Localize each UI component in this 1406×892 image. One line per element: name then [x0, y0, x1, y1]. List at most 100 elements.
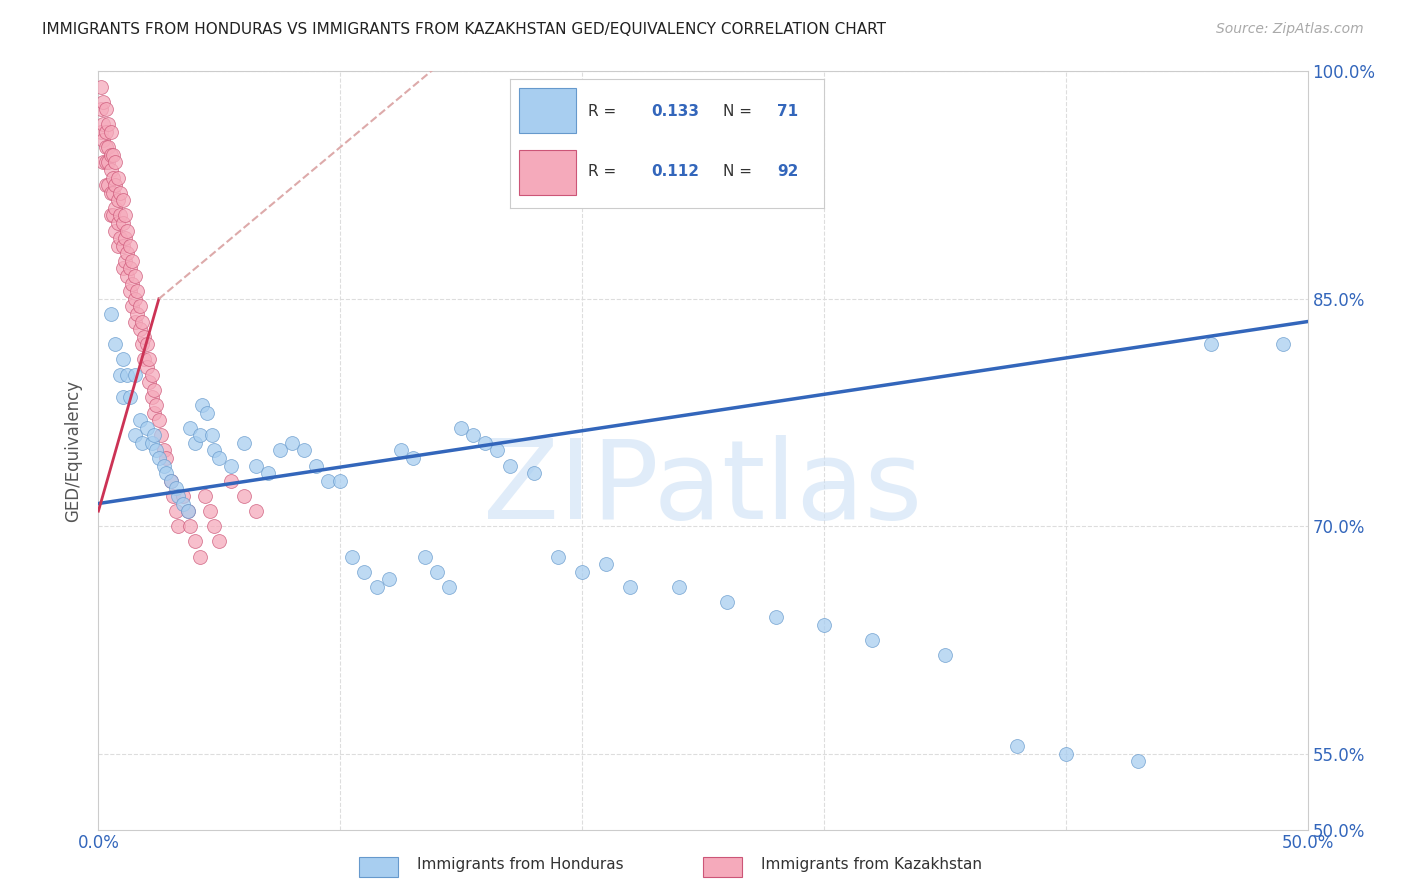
Point	[232, 489, 254, 503]
Point	[208, 451, 231, 466]
Point	[100, 307, 122, 321]
Point	[143, 428, 166, 442]
Point	[177, 504, 200, 518]
Point	[413, 549, 436, 564]
Text: IMMIGRANTS FROM HONDURAS VS IMMIGRANTS FROM KAZAKHSTAN GED/EQUIVALENCY CORRELATI: IMMIGRANTS FROM HONDURAS VS IMMIGRANTS F…	[42, 22, 886, 37]
Point	[498, 458, 520, 473]
Point	[426, 565, 449, 579]
Point	[208, 534, 231, 549]
Point	[127, 284, 149, 298]
Point	[128, 300, 150, 314]
Text: Source: ZipAtlas.com: Source: ZipAtlas.com	[1216, 22, 1364, 37]
Point	[204, 443, 226, 458]
Point	[232, 436, 254, 450]
Point	[177, 504, 200, 518]
Point	[94, 178, 117, 193]
Point	[765, 610, 787, 624]
Point	[377, 573, 399, 587]
Point	[108, 231, 131, 245]
Point	[117, 368, 139, 382]
Point	[329, 474, 352, 488]
Point	[90, 125, 112, 139]
Point	[107, 238, 129, 253]
Point	[104, 201, 127, 215]
Point	[179, 421, 201, 435]
Point	[366, 580, 388, 594]
Point	[141, 436, 163, 450]
Point	[194, 489, 217, 503]
Point	[118, 284, 141, 298]
Point	[118, 391, 141, 405]
Point	[94, 140, 117, 154]
Point	[100, 163, 122, 178]
Point	[165, 504, 187, 518]
Point	[450, 421, 472, 435]
Point	[934, 648, 956, 663]
Point	[134, 352, 156, 367]
Point	[124, 315, 146, 329]
Point	[111, 216, 134, 230]
Point	[1199, 337, 1222, 351]
Point	[104, 178, 127, 193]
Point	[100, 209, 122, 223]
Point	[152, 443, 174, 458]
Point	[134, 330, 156, 344]
Point	[221, 458, 243, 473]
Point	[128, 322, 150, 336]
Point	[1007, 739, 1029, 753]
Point	[111, 352, 134, 367]
Point	[1054, 747, 1077, 761]
Point	[547, 549, 569, 564]
Point	[127, 307, 149, 321]
Point	[91, 95, 114, 109]
Point	[131, 337, 153, 351]
Point	[150, 428, 173, 442]
Point	[281, 436, 304, 450]
Point	[104, 337, 127, 351]
Point	[108, 186, 131, 200]
Point	[595, 557, 617, 571]
Point	[101, 170, 124, 185]
Point	[101, 209, 124, 223]
Point	[292, 443, 315, 458]
Point	[91, 155, 114, 169]
Point	[571, 565, 593, 579]
Point	[155, 451, 177, 466]
Point	[111, 238, 134, 253]
Text: Immigrants from Honduras: Immigrants from Honduras	[418, 857, 623, 872]
Point	[121, 277, 143, 291]
Point	[117, 223, 139, 237]
Point	[179, 519, 201, 533]
Point	[198, 504, 221, 518]
Point	[91, 133, 114, 147]
Point	[145, 398, 167, 412]
Point	[107, 170, 129, 185]
Point	[245, 458, 267, 473]
Point	[165, 482, 187, 496]
Point	[124, 428, 146, 442]
Point	[141, 391, 163, 405]
Point	[191, 398, 214, 412]
Point	[90, 103, 112, 117]
Point	[316, 474, 339, 488]
Point	[108, 368, 131, 382]
Point	[204, 519, 226, 533]
Text: Immigrants from Kazakhstan: Immigrants from Kazakhstan	[761, 857, 983, 872]
Point	[107, 216, 129, 230]
Point	[342, 549, 364, 564]
Point	[121, 253, 143, 268]
Point	[135, 421, 157, 435]
Point	[104, 155, 127, 169]
Point	[716, 595, 738, 609]
Point	[128, 413, 150, 427]
Point	[111, 261, 134, 276]
Point	[138, 375, 160, 389]
Point	[148, 451, 170, 466]
Point	[121, 300, 143, 314]
Point	[172, 489, 194, 503]
Point	[155, 466, 177, 480]
Point	[201, 428, 224, 442]
Point	[486, 443, 509, 458]
Point	[188, 549, 211, 564]
Point	[117, 246, 139, 260]
